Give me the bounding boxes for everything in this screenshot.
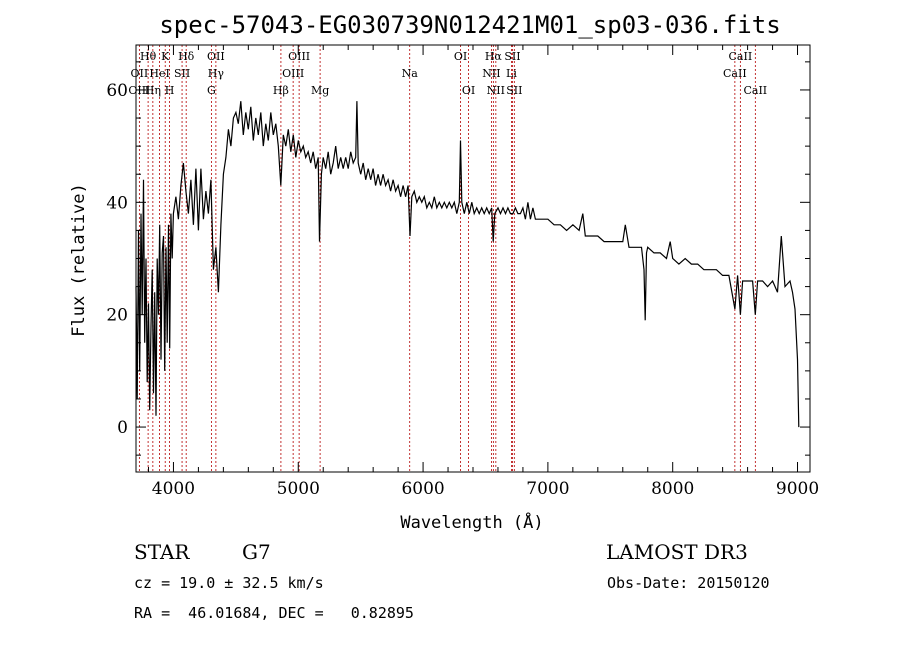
y-tick-label: 40 bbox=[106, 193, 128, 213]
spectral-line-label: H bbox=[165, 84, 175, 97]
spectral-line-markers bbox=[138, 45, 756, 472]
spectral-line-label: SII bbox=[504, 50, 520, 63]
y-tick-label: 0 bbox=[117, 418, 128, 438]
x-axis-label: Wavelength (Å) bbox=[400, 511, 543, 533]
spectral-line-label: CaII bbox=[743, 84, 767, 97]
axis-ticks bbox=[136, 45, 810, 472]
spectral-line-label: Hδ bbox=[178, 50, 195, 63]
spectral-line-label: OIII bbox=[282, 67, 304, 80]
redshift-cz: cz = 19.0 ± 32.5 km/s bbox=[134, 574, 324, 592]
spectral-line-label: OII bbox=[207, 50, 225, 63]
plot-frame bbox=[135, 44, 811, 473]
spectral-line-label: Hθ bbox=[140, 50, 157, 63]
spectral-line-label: K bbox=[161, 50, 170, 63]
spectral-line-label: NII bbox=[487, 84, 505, 97]
spectral-line-label: SII bbox=[174, 67, 190, 80]
spectral-line-label: OIII bbox=[128, 84, 150, 97]
spectral-line-label: Na bbox=[402, 67, 419, 80]
ra-dec-coordinates: RA = 46.01684, DEC = 0.82895 bbox=[134, 604, 414, 622]
observation-date: Obs-Date: 20150120 bbox=[607, 574, 770, 592]
spectral-line-label: OIII bbox=[288, 50, 310, 63]
spectral-line-label: OII bbox=[131, 67, 149, 80]
y-tick-label: 60 bbox=[106, 81, 128, 101]
spectral-line-label: G bbox=[207, 84, 216, 97]
spectral-line-label: OI bbox=[462, 84, 475, 97]
x-tick-label: 4000 bbox=[152, 479, 195, 499]
spectral-line-label: Hβ bbox=[273, 84, 289, 97]
axis-tick-labels: 4000 5000 6000 7000 8000 9000 0 20 40 60 bbox=[106, 81, 819, 499]
spectrum-series-line bbox=[135, 101, 800, 428]
object-class: STAR bbox=[134, 540, 190, 564]
spectral-line-label: Hα bbox=[485, 50, 503, 63]
object-subclass: G7 bbox=[242, 540, 271, 564]
spectral-line-label: Hγ bbox=[208, 67, 225, 80]
spectral-line-label: NII bbox=[482, 67, 500, 80]
spectral-line-label: HeI bbox=[149, 67, 169, 80]
x-tick-label: 8000 bbox=[651, 479, 694, 499]
x-tick-label: 6000 bbox=[401, 479, 444, 499]
y-tick-label: 20 bbox=[106, 306, 128, 326]
x-tick-label: 5000 bbox=[277, 479, 320, 499]
y-axis-label: Flux (relative) bbox=[69, 183, 89, 337]
spectral-line-label: Hη bbox=[145, 84, 161, 97]
x-tick-label: 7000 bbox=[526, 479, 569, 499]
survey-name: LAMOST DR3 bbox=[606, 540, 748, 564]
spectral-line-label: SII bbox=[506, 84, 522, 97]
chart-title: spec-57043-EG030739N012421M01_sp03-036.f… bbox=[159, 11, 780, 39]
x-tick-label: 9000 bbox=[776, 479, 819, 499]
spectral-line-label: Mg bbox=[311, 84, 329, 97]
spectral-line-label: Li bbox=[506, 67, 517, 80]
spectral-line-label: CaII bbox=[729, 50, 753, 63]
spectral-line-label: OI bbox=[454, 50, 467, 63]
spectral-line-label: CaII bbox=[723, 67, 747, 80]
